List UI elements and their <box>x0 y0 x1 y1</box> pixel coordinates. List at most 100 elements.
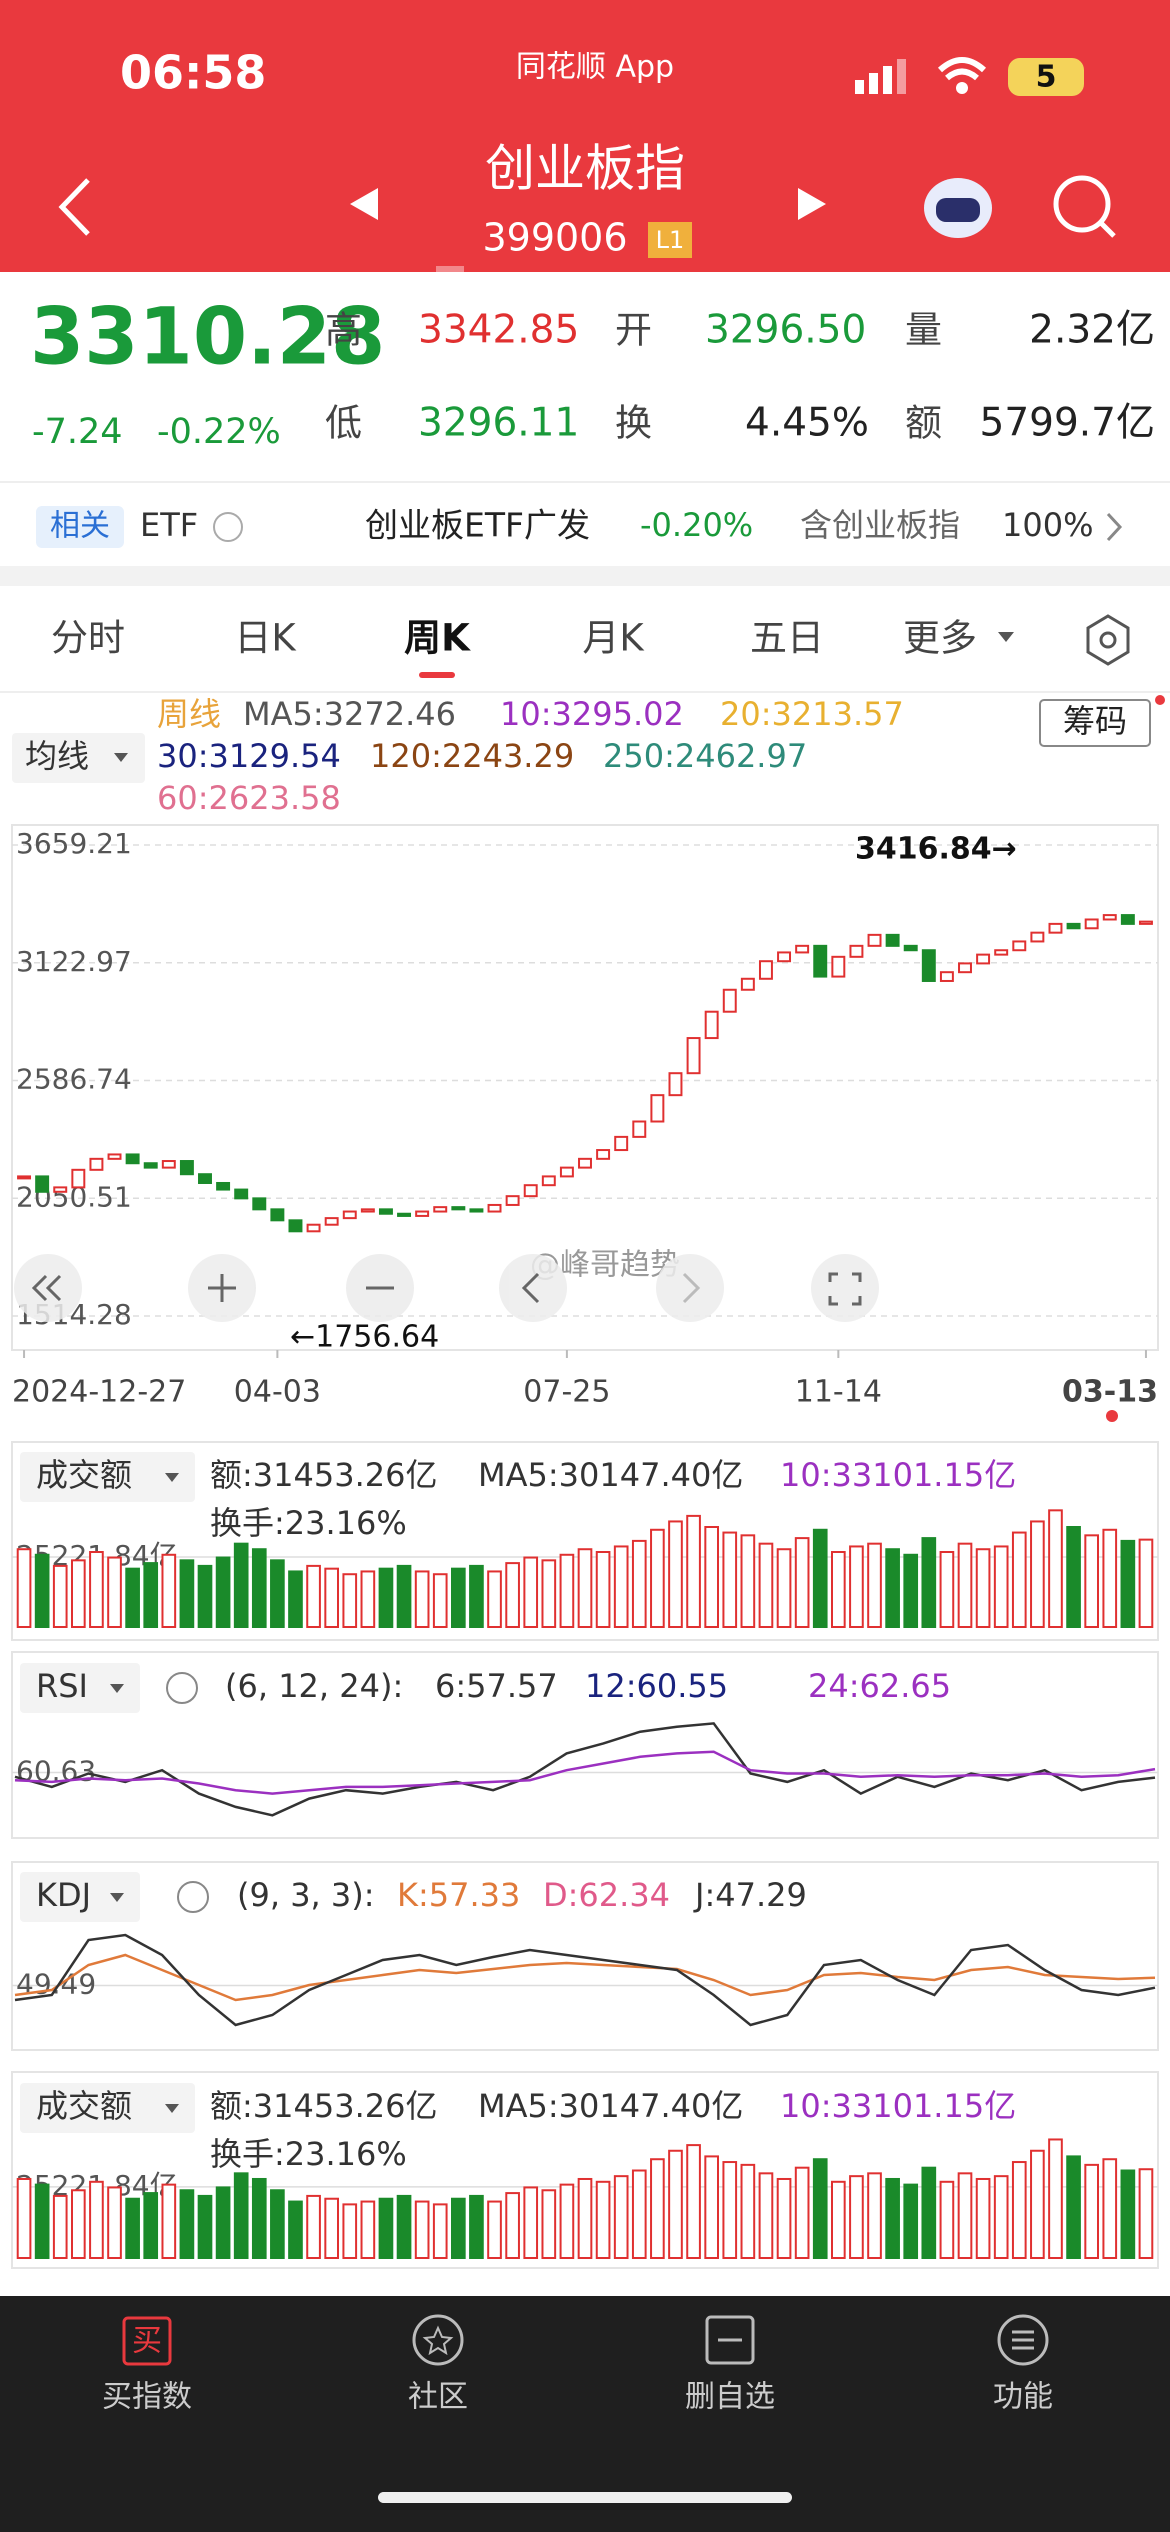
volume-bar <box>432 1573 448 1628</box>
level-badge-text: L1 <box>656 226 685 254</box>
candle <box>614 1135 629 1152</box>
volume-bar <box>16 1548 32 1628</box>
candle <box>469 1208 484 1213</box>
search-icon[interactable] <box>1053 175 1111 233</box>
indicator-caret <box>165 1473 179 1482</box>
chevron <box>1106 512 1123 542</box>
battery <box>1008 58 1084 96</box>
volume-bar <box>1120 1539 1136 1629</box>
help-icon[interactable] <box>177 1881 209 1913</box>
settings-icon[interactable] <box>1086 614 1130 666</box>
x-tick-label: 03-13 <box>1062 1375 1158 1410</box>
indicator-button[interactable] <box>20 1663 140 1713</box>
indicator-name[interactable]: KDJ <box>36 1876 91 1914</box>
tab-underline <box>419 672 455 678</box>
chip-button-text[interactable]: 筹码 <box>1063 702 1127 740</box>
etf-fund[interactable]: 创业板ETF广发 <box>365 506 590 545</box>
nav-label[interactable]: 社区 <box>408 2380 468 2415</box>
indicator-button[interactable] <box>20 2083 195 2133</box>
volume-bar <box>559 1553 575 1629</box>
ma-button[interactable] <box>12 733 145 783</box>
nav-label[interactable]: 功能 <box>993 2380 1053 2415</box>
prev-index[interactable] <box>350 188 378 220</box>
quote-value: 3296.50 <box>705 308 866 353</box>
volume-bar <box>215 2186 231 2259</box>
wifi-dot <box>956 82 968 94</box>
help-icon[interactable] <box>166 1672 198 1704</box>
candle <box>885 933 900 947</box>
volume-bar <box>469 2194 484 2260</box>
volume-bar <box>143 2192 159 2259</box>
volume-bar <box>885 1548 900 1628</box>
indicator-name[interactable]: RSI <box>36 1667 88 1705</box>
candle <box>1120 914 1135 925</box>
indicator-name[interactable]: 成交额 <box>36 2087 132 2125</box>
nav-icon <box>422 2325 454 2356</box>
quote-label: 额 <box>905 402 942 445</box>
volume-bar <box>993 2175 1009 2259</box>
quote-label: 换 <box>615 402 652 445</box>
volume-bar <box>577 2177 593 2260</box>
volume-frame <box>11 1441 1159 1641</box>
indicator-button[interactable] <box>20 1872 140 1922</box>
next-index[interactable] <box>798 188 826 220</box>
page-indicator <box>436 266 464 272</box>
volume-bar <box>451 2197 466 2260</box>
back-button[interactable] <box>58 178 90 236</box>
quote-value: 3342.85 <box>418 308 579 353</box>
volume-bar <box>89 1551 104 1628</box>
y-tick-label: 2586.74 <box>16 1063 132 1096</box>
control-button[interactable] <box>656 1254 724 1322</box>
volume-bar <box>288 1570 303 1629</box>
candle <box>17 1175 32 1180</box>
candle <box>758 960 773 980</box>
indicator-button[interactable] <box>20 1452 195 1502</box>
indicator-name[interactable]: 成交额 <box>36 1456 132 1494</box>
nav-label[interactable]: 买指数 <box>102 2380 192 2415</box>
volume-bar <box>686 2144 701 2259</box>
volume-bar <box>903 1553 919 1629</box>
quote-value: 4.45% <box>745 401 869 446</box>
volume-bar <box>414 2200 430 2260</box>
nav-icon <box>1012 2330 1034 2350</box>
control-button[interactable] <box>499 1254 567 1322</box>
ma-button-text[interactable]: 均线 <box>25 737 89 775</box>
volume-bar <box>1048 1509 1063 1629</box>
volume-bar <box>794 1537 810 1628</box>
candle <box>559 1166 574 1178</box>
candle <box>867 933 882 947</box>
volume-bar <box>939 2180 955 2260</box>
indicator-caret <box>110 1893 124 1902</box>
volume-bar <box>251 1548 267 1628</box>
annotation: 3416.84→ <box>855 832 1017 867</box>
search-handle <box>1098 220 1116 238</box>
x-tick-label: 07-25 <box>523 1375 610 1410</box>
candle <box>1138 920 1153 925</box>
volume-bar <box>233 2172 249 2259</box>
tab[interactable]: 月K <box>582 617 645 660</box>
tab[interactable]: 周K <box>404 617 471 660</box>
volume-bar <box>812 1528 828 1629</box>
nav-label[interactable]: 删自选 <box>685 2380 775 2415</box>
tab[interactable]: 分时 <box>51 617 125 660</box>
volume-bar <box>559 2183 575 2260</box>
volume-bar <box>469 1564 484 1629</box>
candle <box>523 1184 538 1198</box>
change: -7.24 <box>32 412 123 452</box>
help-icon[interactable] <box>213 512 243 542</box>
tab[interactable]: 更多 <box>903 617 977 660</box>
app-name: 同花顺 App <box>516 50 674 85</box>
control-button[interactable] <box>811 1254 879 1322</box>
tab[interactable]: 日K <box>234 617 297 660</box>
volume-bar <box>812 2158 828 2259</box>
volume-bar <box>650 2158 665 2259</box>
volume-bar <box>668 1520 683 1629</box>
y-tick-label: 49.49 <box>16 1968 96 2001</box>
volume-bar <box>396 2194 412 2260</box>
tab[interactable]: 五日 <box>750 617 824 660</box>
chip-button[interactable] <box>1039 699 1151 747</box>
volume-bar <box>505 2192 520 2259</box>
volume-bar <box>631 2169 647 2260</box>
volume-bar <box>324 2197 340 2260</box>
